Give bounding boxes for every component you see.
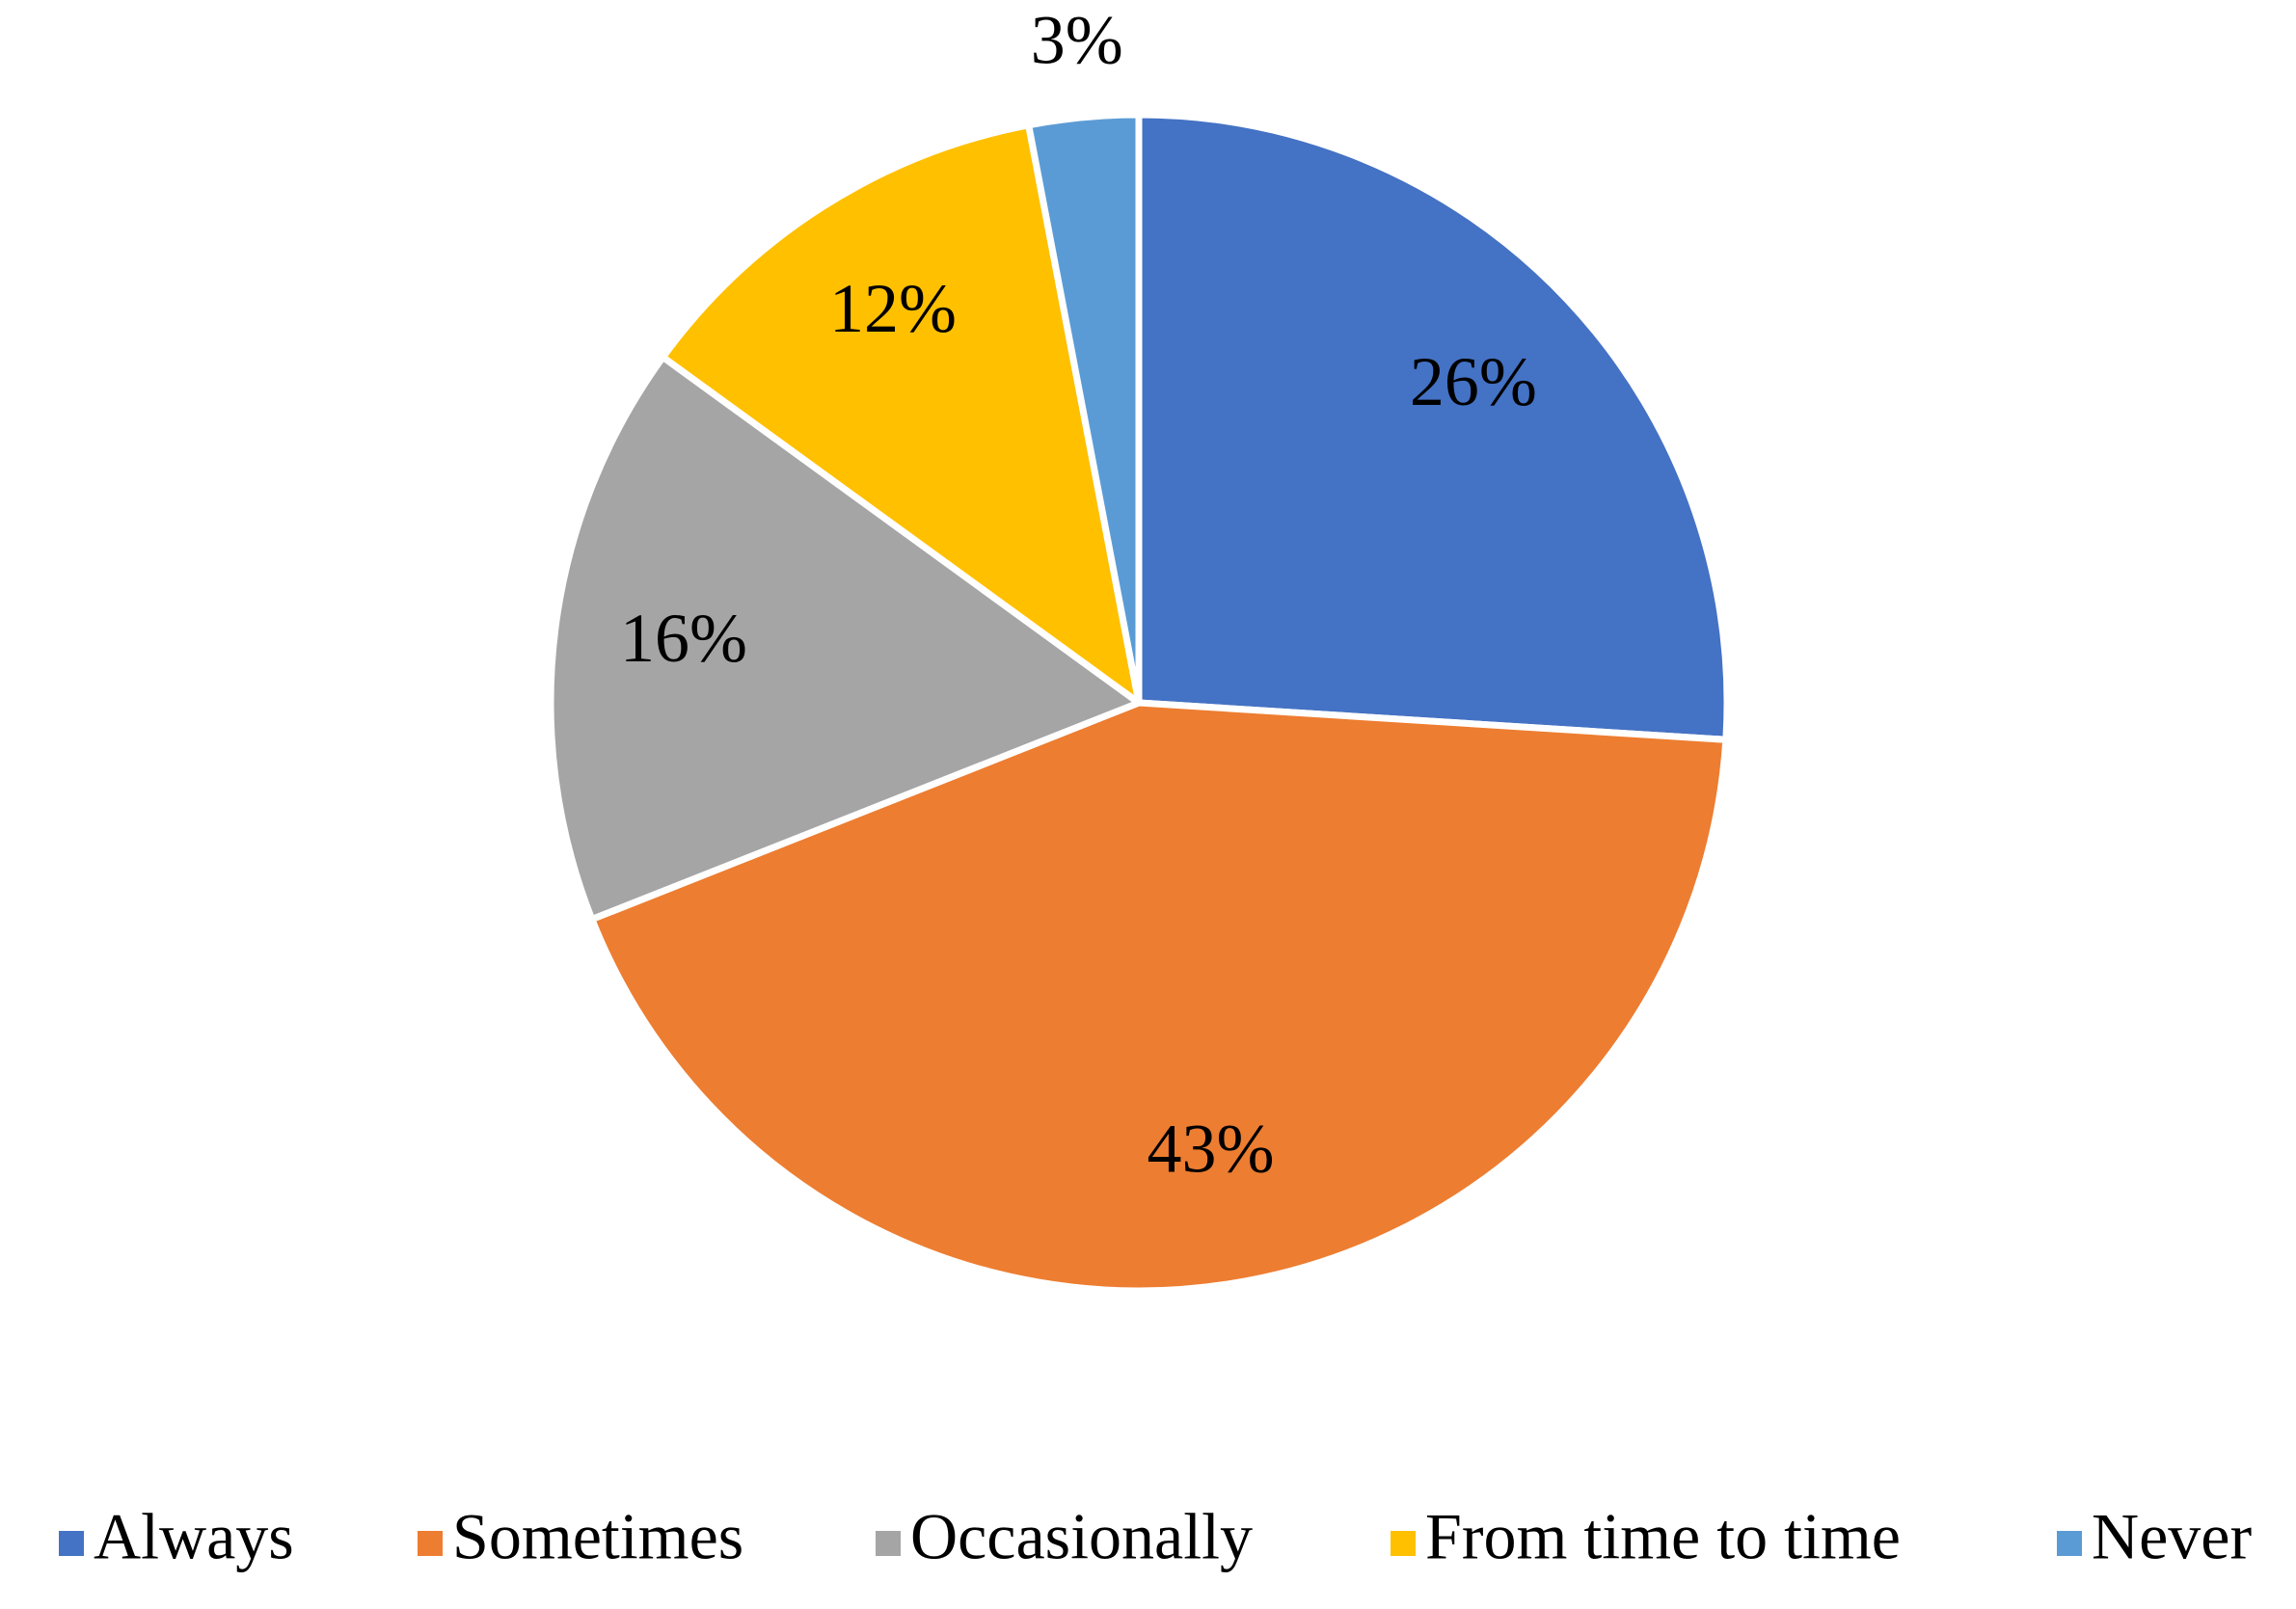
legend-swatch	[2057, 1531, 2082, 1556]
legend-swatch	[418, 1531, 443, 1556]
legend-swatch	[876, 1531, 901, 1556]
legend-swatch	[59, 1531, 84, 1556]
data-label: 12%	[829, 270, 957, 347]
legend-label: From time to time	[1425, 1500, 1901, 1573]
data-label: 3%	[1031, 1, 1123, 78]
data-label: 26%	[1410, 343, 1537, 420]
legend-swatch	[1391, 1531, 1416, 1556]
legend-label: Always	[94, 1500, 294, 1573]
legend-label: Sometimes	[452, 1500, 743, 1573]
pie-slice	[1139, 115, 1727, 739]
data-label: 16%	[620, 600, 747, 677]
legend-label: Occasionally	[910, 1500, 1253, 1573]
legend-label: Never	[2092, 1500, 2252, 1573]
data-label: 43%	[1147, 1110, 1274, 1187]
